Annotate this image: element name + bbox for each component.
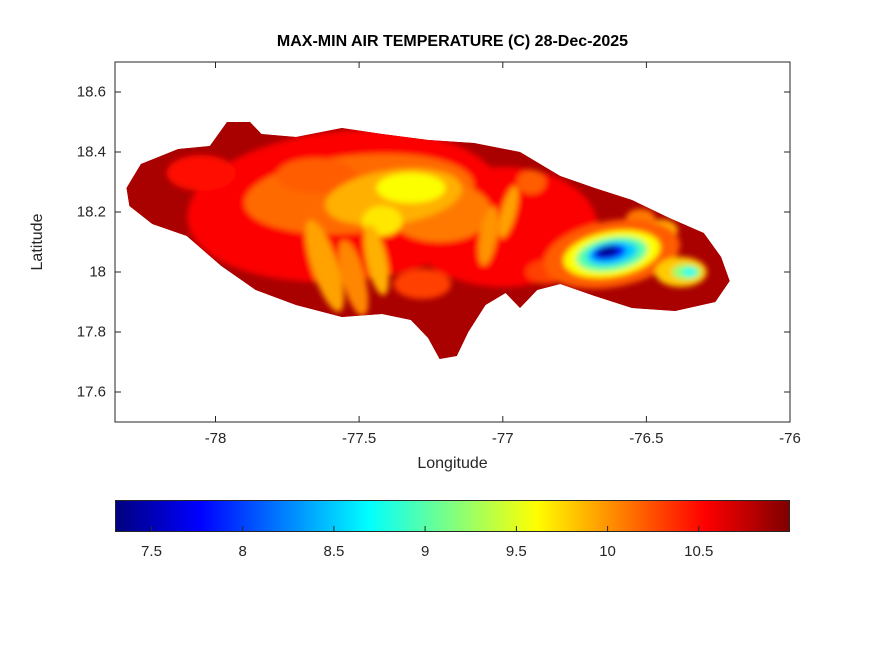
temperature-blob — [543, 219, 680, 289]
temperature-blob — [498, 185, 519, 239]
colorbar-tick-label: 9 — [420, 543, 430, 560]
temperature-blob — [393, 269, 451, 299]
y-tick-label: 17.8 — [76, 323, 106, 341]
temperature-blob — [166, 155, 236, 191]
x-tick-label: -76 — [779, 430, 801, 447]
chart-title: MAX-MIN AIR TEMPERATURE (C) 28-Dec-2025 — [276, 33, 629, 50]
x-tick-label: -78 — [204, 430, 227, 447]
axes-box — [114, 61, 791, 423]
colorbar — [115, 500, 790, 532]
temperature-blob — [325, 168, 462, 226]
temperature-blob — [576, 236, 648, 272]
x-tick-label: -77 — [491, 430, 514, 447]
temperature-blob — [655, 257, 707, 287]
island-outline — [126, 122, 730, 359]
temperature-blob — [376, 173, 446, 203]
temperature-blob — [364, 224, 389, 296]
colorbar-tick-label: 10 — [599, 543, 616, 560]
temperature-blob — [672, 264, 701, 280]
temperature-blob — [517, 170, 546, 194]
temperature-blob — [187, 130, 503, 282]
y-tick-label: 17.6 — [76, 383, 106, 401]
colorbar-tick-label: 8 — [238, 543, 247, 560]
x-tick-label: -76.5 — [629, 430, 664, 447]
island-map — [126, 122, 730, 359]
temperature-blob — [362, 206, 403, 236]
temperature-blob — [592, 244, 626, 261]
temperature-blob — [643, 219, 678, 241]
colorbar-tick-label: 9.5 — [505, 543, 527, 560]
colorbar-tick-label: 10.5 — [684, 543, 714, 560]
temperature-blob — [305, 220, 344, 312]
temperature-blob — [478, 206, 499, 266]
y-tick-label: 18.2 — [76, 203, 106, 221]
temperature-blob — [586, 241, 638, 266]
temperature-blob — [387, 182, 492, 242]
temperature-blob — [408, 167, 598, 287]
y-tick-label: 18.6 — [76, 83, 106, 101]
y-tick-label: 18.4 — [76, 143, 106, 161]
temperature-blob — [275, 158, 357, 194]
temperature-blob — [682, 268, 697, 276]
temperature-blob — [338, 240, 369, 316]
x-axis-label: Longitude — [417, 455, 488, 472]
temperature-blob — [596, 246, 619, 257]
colorbar-tick-label: 7.5 — [141, 543, 162, 560]
temperature-blob — [626, 209, 655, 227]
y-axis-label: Latitude — [29, 213, 46, 271]
temperature-blob — [244, 153, 474, 235]
x-tick-label: -77.5 — [342, 430, 377, 447]
temperature-blob — [525, 260, 567, 284]
temperature-blob — [563, 230, 661, 278]
y-tick-label: 18 — [89, 263, 106, 281]
colorbar-tick-label: 8.5 — [323, 543, 345, 560]
